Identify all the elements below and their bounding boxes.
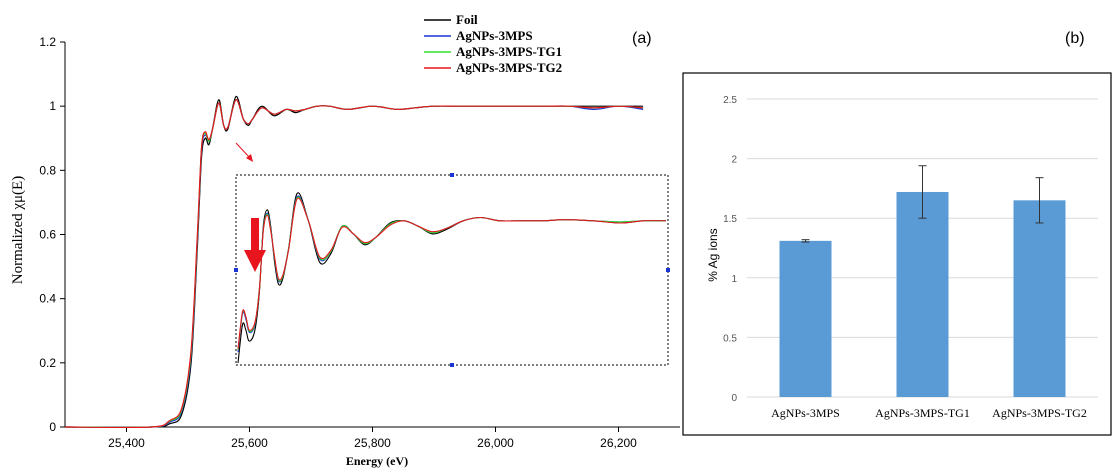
bars bbox=[779, 165, 1066, 397]
y-tick-label: 1 bbox=[731, 274, 737, 285]
inset-frame bbox=[235, 174, 669, 366]
y-axis-label-b: % Ag ions bbox=[706, 228, 720, 281]
y-axis-label: Normalized χμ(E) bbox=[10, 176, 26, 284]
x-axis-label: Energy (eV) bbox=[346, 454, 408, 468]
category-label: AgNPs-3MPS-TG1 bbox=[875, 406, 970, 420]
x-tick-label: 26,200 bbox=[600, 436, 637, 450]
y-tick-label: 0.4 bbox=[39, 292, 56, 306]
inset-handle-left bbox=[234, 268, 238, 272]
bar bbox=[896, 191, 949, 397]
legend-label: AgNPs-3MPS bbox=[456, 28, 533, 43]
panel-label-a: (a) bbox=[632, 30, 652, 47]
legend-label: Foil bbox=[456, 12, 478, 27]
inset-handles bbox=[234, 173, 670, 367]
category-label: AgNPs-3MPS-TG2 bbox=[992, 406, 1087, 420]
x-tick-label: 25,600 bbox=[231, 436, 268, 450]
x-tick-label: 25,800 bbox=[354, 436, 391, 450]
inset-handle-top bbox=[450, 173, 454, 177]
y-tick-label: 1.5 bbox=[723, 214, 737, 225]
panel-label-b: (b) bbox=[1065, 30, 1085, 47]
panel-b: (b) 0 0.5 1 1.5 2 2.5 AgNPs-3MPS AgNPs-3MPS-TG… bbox=[682, 30, 1112, 436]
inset-series-line bbox=[237, 197, 667, 349]
y-tick-label: 0.2 bbox=[39, 356, 56, 370]
legend-label: AgNPs-3MPS-TG2 bbox=[456, 60, 562, 75]
highlight-arrow bbox=[244, 218, 266, 272]
x-tick-label: 25,400 bbox=[108, 436, 145, 450]
bar bbox=[779, 240, 832, 397]
inset-handle-bottom bbox=[450, 363, 454, 367]
y-tick-label: 0 bbox=[731, 393, 737, 404]
y-tick-label: 2 bbox=[731, 155, 737, 166]
y-tick-label: 2.5 bbox=[723, 95, 737, 106]
main-series bbox=[64, 95, 644, 429]
y-tick-label: 1 bbox=[49, 99, 56, 113]
legend-label: AgNPs-3MPS-TG1 bbox=[456, 44, 562, 59]
legend: FoilAgNPs-3MPSAgNPs-3MPS-TG1AgNPs-3MPS-T… bbox=[424, 12, 562, 75]
y-tick-label: 1.2 bbox=[39, 35, 56, 49]
series-line bbox=[64, 99, 644, 429]
y-tick-label: 0.5 bbox=[723, 333, 737, 344]
y-tick-label: 0 bbox=[49, 420, 56, 434]
panel-a: 0 0.2 0.4 0.6 0.8 1 1.2 25,400 25,600 25,800 26,0… bbox=[10, 12, 680, 468]
y-tick-label: 0.6 bbox=[39, 228, 56, 242]
inset-series bbox=[237, 192, 667, 364]
inset bbox=[234, 173, 670, 367]
y-tick-label: 0.8 bbox=[39, 163, 56, 177]
x-tick-label: 26,000 bbox=[477, 436, 514, 450]
x-axis-ticks: 25,400 25,600 25,800 26,000 26,200 bbox=[108, 427, 637, 450]
y-axis-ticks: 0 0.2 0.4 0.6 0.8 1 1.2 bbox=[39, 35, 65, 434]
inset-handle-right bbox=[666, 268, 670, 272]
category-labels: AgNPs-3MPS AgNPs-3MPS-TG1 AgNPs-3MPS-TG2 bbox=[771, 406, 1087, 420]
bar bbox=[1013, 200, 1066, 397]
zoom-pointer-arrow bbox=[235, 142, 253, 162]
category-label: AgNPs-3MPS bbox=[771, 406, 840, 420]
